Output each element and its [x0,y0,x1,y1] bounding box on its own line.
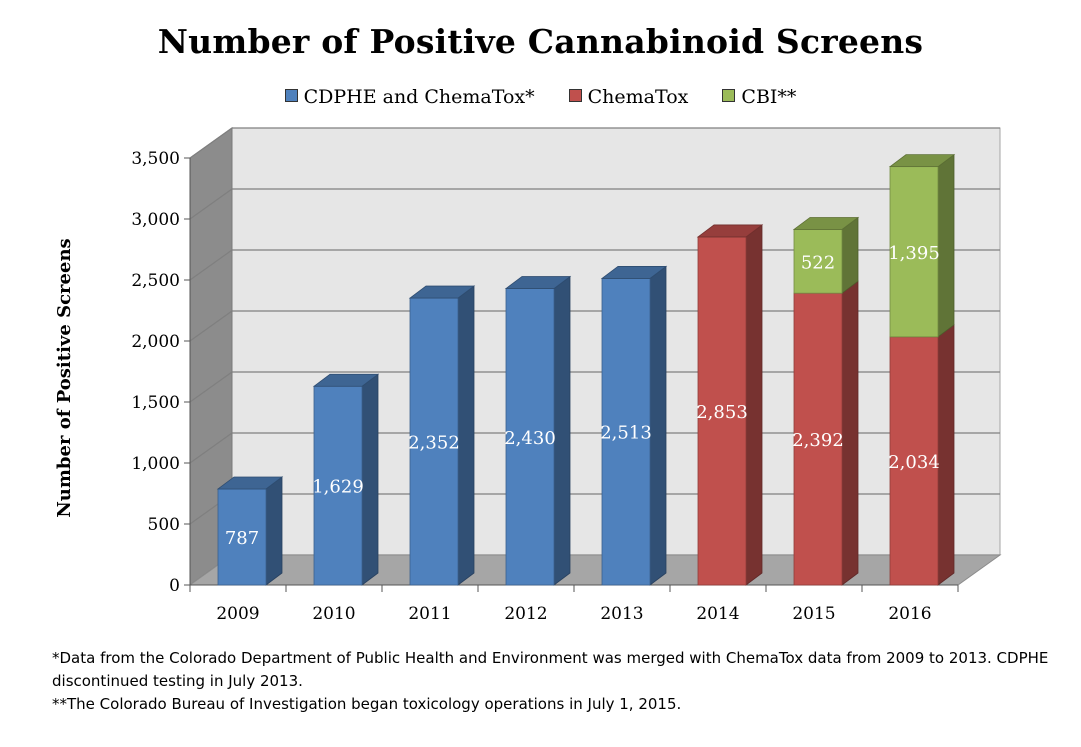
data-label-2013-0: 2,513 [600,423,652,444]
y-tick-label: 2,000 [131,332,180,352]
data-label-2016-1: 2,034 [888,452,940,473]
data-label-2016-2: 1,395 [888,243,940,264]
bar-top-2009-0 [216,476,284,490]
data-label-2012-0: 2,430 [504,428,556,449]
bar-side-2009-0 [265,476,283,586]
data-label-2015-1: 2,392 [792,430,844,451]
bar-2016-2 [889,166,939,338]
bar-side-2010-0 [361,373,379,586]
x-tick-label: 2009 [216,604,259,624]
bar-2015-2 [793,229,843,294]
gridline [189,127,1000,159]
bar-top-2016-2 [888,154,956,168]
data-label-2015-2: 522 [801,252,835,273]
bar-side-2016-1 [937,324,955,586]
x-tick-label: 2010 [312,604,355,624]
data-label-2009-0: 787 [225,528,259,549]
x-tick-label: 2013 [600,604,643,624]
legend-item-cbi: CBI** [722,86,796,108]
y-tick-label: 500 [148,515,180,535]
floor [188,554,1002,586]
data-label-2011-0: 2,352 [408,433,460,454]
bar-2009-0 [217,488,267,586]
bar-2016-1 [889,336,939,586]
bar-2012-0 [505,288,555,586]
bar-side-2012-0 [553,275,571,586]
bar-top-2010-0 [312,373,380,387]
legend-label-cbi: CBI** [741,86,797,108]
chart-legend: CDPHE and ChemaTox* ChemaTox CBI** [0,86,1081,108]
data-label-2014-1: 2,853 [696,402,748,423]
y-tick-label: 2,500 [131,271,180,291]
x-tick-label: 2015 [792,604,835,624]
bar-side-2013-0 [649,265,667,586]
bar-2011-0 [409,297,459,586]
bar-2014-1 [697,236,747,586]
footnotes: *Data from the Colorado Department of Pu… [52,647,1062,716]
x-tick-label: 2016 [888,604,931,624]
bar-side-2014-1 [745,224,763,586]
legend-label-chematox: ChemaTox [587,86,689,108]
y-tick-label: 0 [169,576,180,596]
footnote-cbi: **The Colorado Bureau of Investigation b… [52,695,682,713]
legend-swatch-cdphe [284,89,298,102]
bar-side-2015-1 [841,280,859,586]
bar-top-2011-0 [408,285,476,299]
gridline [189,188,1000,220]
x-tick-label: 2012 [504,604,547,624]
legend-item-cdphe: CDPHE and ChemaTox* [284,86,535,108]
x-tick-label: 2014 [696,604,739,624]
legend-item-chematox: ChemaTox [568,86,689,108]
bar-top-2014-1 [696,224,764,238]
footnote-cdphe: *Data from the Colorado Department of Pu… [52,649,1049,690]
legend-swatch-cbi [722,89,736,102]
bar-side-2011-0 [457,285,475,586]
y-tick-label: 1,000 [131,454,180,474]
bar-side-2015-2 [841,216,859,294]
bar-side-2016-2 [937,153,955,338]
x-tick-label: 2011 [408,604,451,624]
y-tick-label: 3,500 [131,149,180,169]
y-tick-label: 1,500 [131,393,180,413]
y-tick-label: 3,000 [131,210,180,230]
y-axis-title: Number of Positive Screens [54,238,75,517]
data-label-2010-0: 1,629 [312,477,364,498]
bar-2015-1 [793,292,843,586]
bar-top-2015-2 [792,217,860,230]
legend-swatch-chematox [568,89,582,102]
bar-2013-0 [601,278,651,586]
legend-label-cdphe: CDPHE and ChemaTox* [303,86,535,108]
bar-top-2012-0 [504,276,572,289]
bar-top-2013-0 [600,266,668,279]
chart-title: Number of Positive Cannabinoid Screens [157,22,924,61]
chart-plot: 0 500 1,000 1,500 2,000 2,500 3,000 3,500 Number… [54,127,1002,624]
